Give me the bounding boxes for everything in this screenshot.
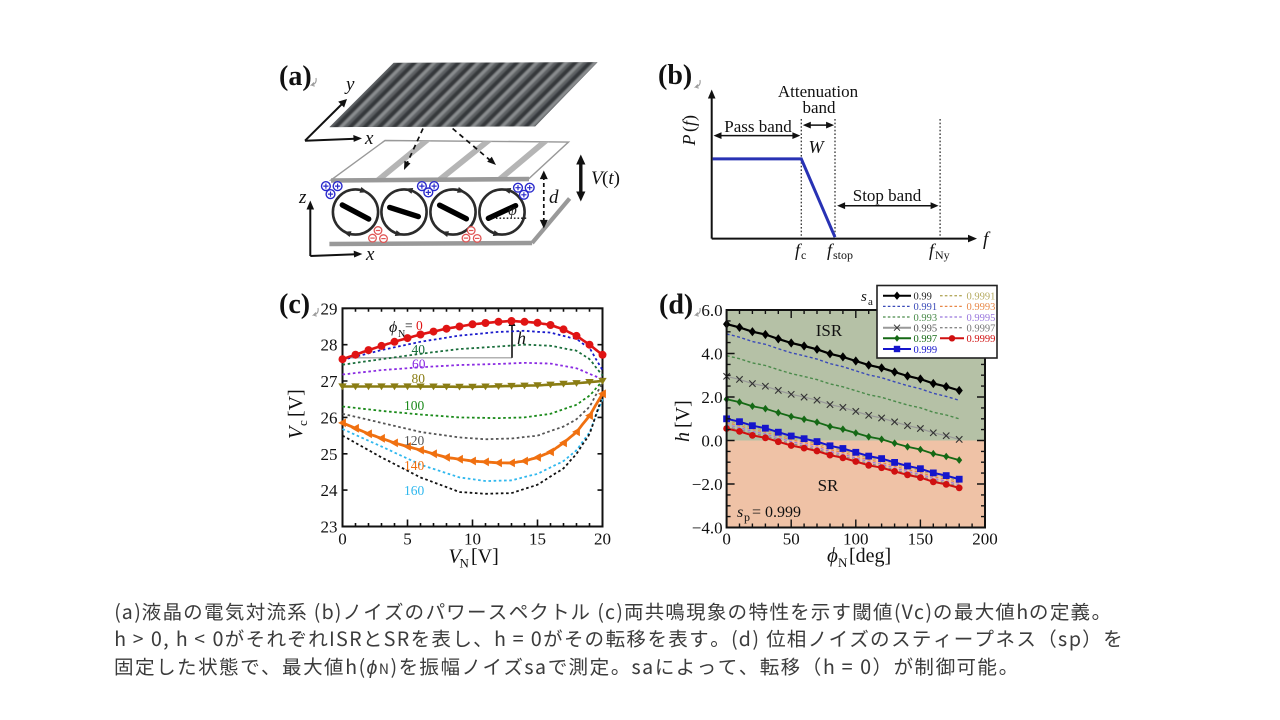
svg-text:120: 120 (404, 433, 425, 448)
svg-text:f: f (827, 240, 835, 260)
svg-text:0.993: 0.993 (914, 313, 938, 324)
svg-text:0.9995: 0.9995 (967, 313, 996, 324)
svg-text:s: s (737, 504, 743, 521)
svg-text:d: d (549, 187, 559, 208)
svg-text:150: 150 (908, 530, 934, 549)
svg-text:[V]: [V] (672, 400, 694, 428)
svg-text:0: 0 (722, 530, 731, 549)
svg-text:20: 20 (594, 530, 611, 549)
svg-text:160: 160 (404, 483, 425, 498)
svg-text:26: 26 (321, 408, 338, 427)
svg-text:[V]: [V] (471, 546, 499, 568)
svg-text:N: N (838, 555, 848, 570)
svg-text:Stop band: Stop band (853, 186, 922, 205)
svg-text:5: 5 (403, 530, 412, 549)
svg-text:0.9993: 0.9993 (967, 302, 996, 313)
svg-text:= 0: = 0 (405, 318, 423, 333)
svg-text:0.99: 0.99 (914, 292, 932, 303)
svg-text:x: x (364, 128, 374, 149)
svg-text:s: s (861, 289, 867, 305)
svg-text:50: 50 (783, 530, 800, 549)
svg-text:25: 25 (321, 445, 338, 464)
svg-text:80: 80 (412, 371, 426, 386)
svg-text:0.9991: 0.9991 (967, 292, 996, 303)
svg-text:0.991: 0.991 (914, 302, 938, 313)
svg-text:0.9997: 0.9997 (967, 324, 996, 335)
svg-text:200: 200 (972, 530, 998, 549)
svg-text:0.9999: 0.9999 (967, 334, 996, 345)
svg-text:(t): (t) (602, 168, 620, 189)
svg-text:60: 60 (412, 357, 426, 372)
svg-text:f: f (795, 240, 803, 260)
svg-text:x: x (365, 244, 375, 265)
svg-text:100: 100 (404, 398, 425, 413)
svg-text:(d): (d) (659, 290, 693, 321)
svg-text:φ: φ (508, 202, 517, 219)
svg-text:W: W (809, 137, 826, 157)
svg-text:0.999: 0.999 (914, 345, 938, 356)
svg-text:100: 100 (843, 530, 869, 549)
svg-text:band: band (802, 98, 836, 117)
svg-text:[V]: [V] (285, 389, 307, 417)
svg-text:z: z (298, 187, 307, 208)
svg-text:40: 40 (412, 342, 426, 357)
svg-text:ϕ: ϕ (389, 319, 397, 336)
svg-text:c: c (295, 420, 310, 426)
svg-text:6.0: 6.0 (701, 301, 722, 320)
svg-text:15: 15 (529, 530, 546, 549)
svg-text:−4.0: −4.0 (692, 519, 723, 538)
svg-text:0: 0 (338, 530, 347, 549)
svg-text:24: 24 (321, 481, 339, 500)
svg-text:c: c (801, 248, 806, 262)
svg-text:4.0: 4.0 (701, 345, 722, 364)
svg-text:P: P (679, 135, 699, 147)
svg-text:stop: stop (833, 248, 853, 262)
svg-text:V: V (449, 546, 464, 568)
svg-text:28: 28 (321, 336, 338, 355)
svg-text:(c): (c) (279, 289, 310, 320)
svg-text:f: f (929, 240, 937, 260)
svg-text:[deg]: [deg] (849, 545, 891, 567)
svg-text:= 0.999: = 0.999 (752, 504, 801, 521)
svg-text:V: V (591, 168, 605, 189)
svg-text:0.0: 0.0 (701, 432, 722, 451)
svg-text:p: p (744, 510, 750, 524)
svg-text:0.997: 0.997 (914, 334, 938, 345)
svg-text:(f): (f) (679, 115, 700, 132)
svg-text:h: h (517, 328, 526, 348)
svg-text:Attenuation: Attenuation (778, 82, 859, 101)
svg-text:y: y (344, 74, 355, 95)
svg-text:h: h (672, 432, 694, 442)
svg-text:29: 29 (321, 299, 338, 318)
svg-text:140: 140 (404, 458, 425, 473)
svg-text:f: f (983, 229, 991, 250)
svg-text:Pass band: Pass band (724, 117, 792, 136)
svg-text:Ny: Ny (935, 248, 950, 262)
svg-text:N: N (460, 556, 470, 571)
svg-text:V: V (285, 424, 307, 439)
svg-text:ISR: ISR (816, 321, 843, 340)
svg-text:23: 23 (321, 518, 338, 537)
svg-text:(b): (b) (658, 60, 692, 91)
svg-text:N: N (398, 329, 405, 340)
svg-text:2.0: 2.0 (701, 388, 722, 407)
svg-text:a: a (868, 296, 873, 308)
svg-text:−2.0: −2.0 (692, 475, 723, 494)
svg-text:10: 10 (464, 530, 481, 549)
svg-text:27: 27 (321, 372, 339, 391)
svg-text:0.995: 0.995 (914, 324, 938, 335)
svg-text:ϕ: ϕ (827, 543, 838, 567)
svg-text:(a): (a) (279, 61, 312, 92)
svg-text:SR: SR (818, 476, 839, 495)
